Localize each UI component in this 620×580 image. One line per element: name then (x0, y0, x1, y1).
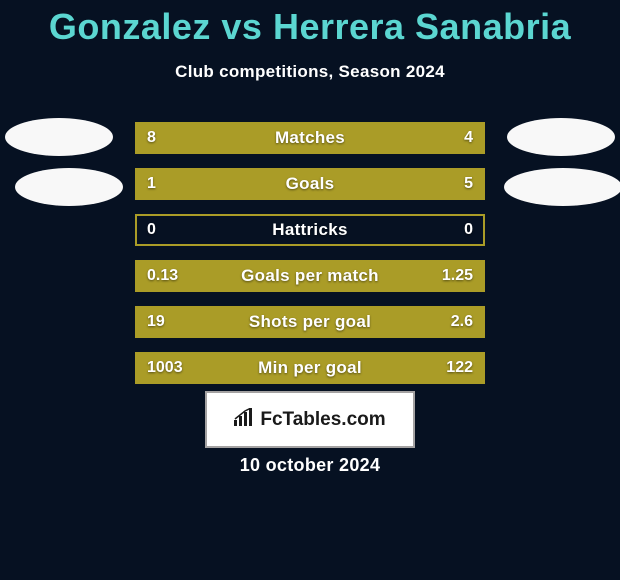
stat-label: Hattricks (137, 216, 483, 244)
stat-row: Shots per goal19 2.6 (135, 306, 485, 338)
stat-value-left: 0.13 (147, 262, 178, 290)
player-photo-right-2 (504, 168, 620, 206)
logo-box: FcTables.com (205, 391, 415, 448)
stat-value-left: 8 (147, 124, 156, 152)
stat-row: Goals1 5 (135, 168, 485, 200)
logo-text: FcTables.com (260, 409, 385, 431)
player-photo-left-1 (5, 118, 113, 156)
stat-row: Hattricks0 0 (135, 214, 485, 246)
player-photo-left-2 (15, 168, 123, 206)
date-text: 10 october 2024 (0, 455, 620, 476)
stat-label: Goals per match (137, 262, 483, 290)
stat-value-left: 1 (147, 170, 156, 198)
stats-bars: Matches8 4 Goals1 5 Hattricks0 0 Goals per mat… (135, 122, 485, 398)
stat-value-right: 1.25 (442, 262, 473, 290)
stat-label: Goals (137, 170, 483, 198)
stat-value-left: 19 (147, 308, 165, 336)
stat-value-right: 0 (464, 216, 473, 244)
stat-value-left: 1003 (147, 354, 183, 382)
stat-value-left: 0 (147, 216, 156, 244)
stat-label: Shots per goal (137, 308, 483, 336)
logo: FcTables.com (234, 408, 385, 432)
stat-value-right: 122 (446, 354, 473, 382)
subtitle: Club competitions, Season 2024 (0, 62, 620, 82)
stat-row: Min per goal1003 122 (135, 352, 485, 384)
stat-label: Matches (137, 124, 483, 152)
stat-value-right: 2.6 (451, 308, 473, 336)
stat-value-right: 5 (464, 170, 473, 198)
page-title: Gonzalez vs Herrera Sanabria (0, 0, 620, 48)
stat-label: Min per goal (137, 354, 483, 382)
stat-row: Matches8 4 (135, 122, 485, 154)
player-photo-right-1 (507, 118, 615, 156)
stat-row: Goals per match0.13 1.25 (135, 260, 485, 292)
chart-icon (234, 408, 256, 432)
stat-value-right: 4 (464, 124, 473, 152)
